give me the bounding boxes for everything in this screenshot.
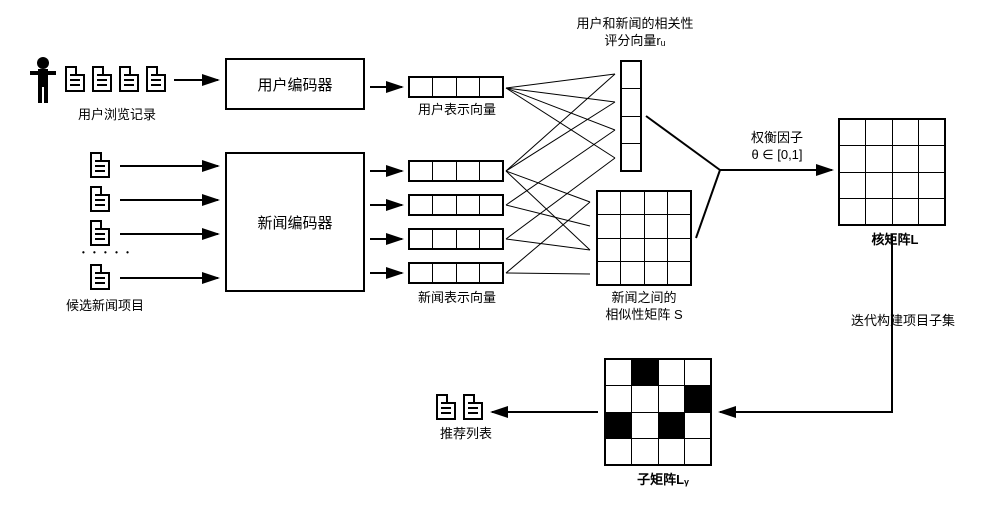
doc-icon bbox=[92, 66, 112, 92]
ellipsis-dots: • • • • • bbox=[82, 248, 132, 257]
news-vector bbox=[408, 194, 504, 216]
kernel-matrix bbox=[838, 118, 946, 226]
sub-matrix bbox=[604, 358, 712, 466]
sub-matrix-label: 子矩阵Lᵧ bbox=[618, 472, 708, 489]
user-vector bbox=[408, 76, 504, 98]
news-vec-label: 新闻表示向量 bbox=[412, 290, 502, 307]
news-vector bbox=[408, 262, 504, 284]
doc-icon bbox=[90, 152, 110, 178]
kernel-matrix-label: 核矩阵L bbox=[850, 232, 940, 249]
news-vector bbox=[408, 160, 504, 182]
news-encoder-box: 新闻编码器 bbox=[225, 152, 365, 292]
relevance-title: 用户和新闻的相关性 评分向量rᵤ bbox=[550, 16, 720, 50]
person-icon bbox=[28, 55, 58, 110]
tradeoff-label: 权衡因子 θ ∈ [0,1] bbox=[732, 130, 822, 164]
relevance-vector bbox=[620, 60, 642, 172]
news-vector bbox=[408, 228, 504, 250]
user-encoder-box: 用户编码器 bbox=[225, 58, 365, 110]
doc-icon bbox=[65, 66, 85, 92]
news-encoder-label: 新闻编码器 bbox=[257, 212, 332, 233]
doc-icon bbox=[463, 394, 483, 420]
doc-icon bbox=[90, 186, 110, 212]
user-vec-label: 用户表示向量 bbox=[412, 102, 502, 119]
user-encoder-label: 用户编码器 bbox=[257, 74, 332, 95]
doc-icon bbox=[90, 264, 110, 290]
doc-icon bbox=[90, 220, 110, 246]
doc-icon bbox=[119, 66, 139, 92]
similarity-title: 新闻之间的 相似性矩阵 S bbox=[594, 290, 694, 324]
candidate-news-label: 候选新闻项目 bbox=[55, 298, 155, 315]
iter-build-label: 迭代构建项目子集 bbox=[838, 313, 968, 330]
rec-list-label: 推荐列表 bbox=[426, 426, 506, 443]
doc-icon bbox=[436, 394, 456, 420]
doc-icon bbox=[146, 66, 166, 92]
user-history-label: 用户浏览记录 bbox=[62, 107, 172, 124]
similarity-matrix bbox=[596, 190, 692, 286]
diagram-root: 用户浏览记录 • • • • • 候选新闻项目 用户编码器 新闻编码器 用户表示… bbox=[0, 0, 1000, 515]
